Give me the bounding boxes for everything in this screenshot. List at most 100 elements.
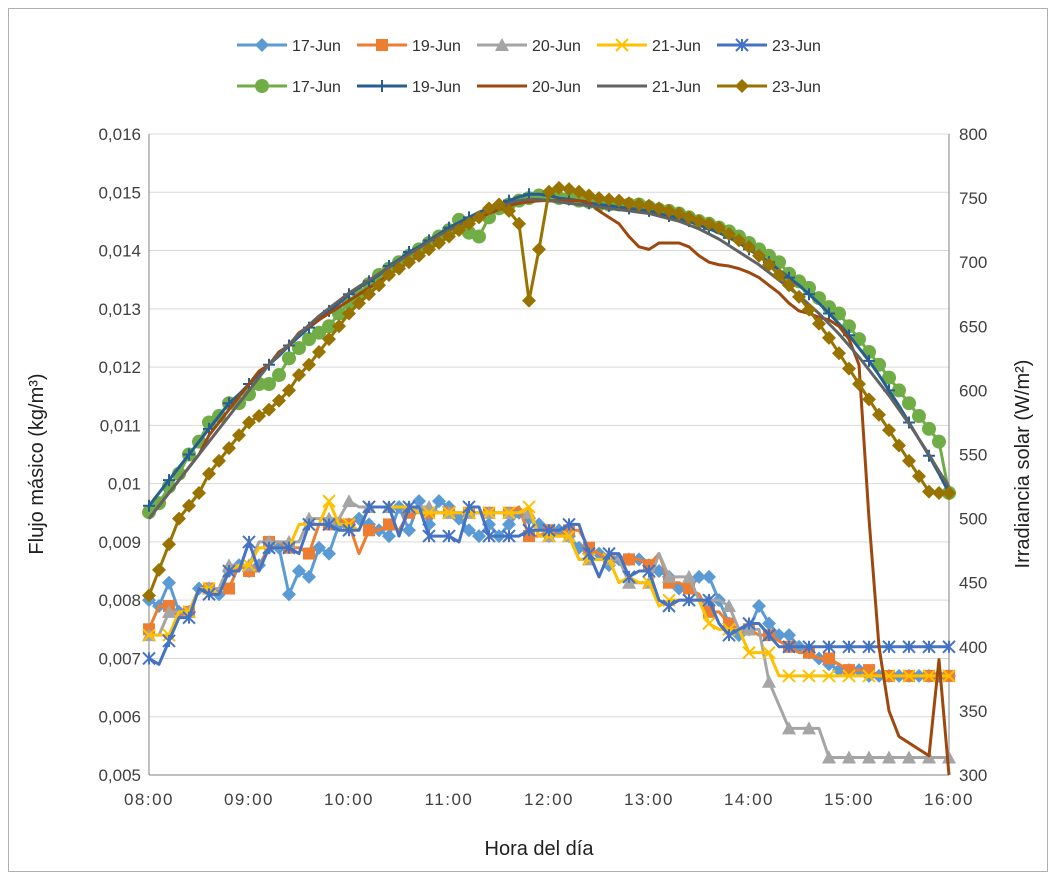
legend-marker (735, 79, 749, 93)
series-layer (142, 180, 956, 776)
legend-label: 19-Jun (412, 79, 461, 96)
y-right-tick-label: 600 (959, 381, 987, 400)
data-point (302, 357, 316, 372)
data-point (542, 523, 556, 537)
data-point (432, 235, 446, 250)
series-line (147, 192, 951, 507)
data-point (842, 361, 856, 376)
data-point (342, 494, 356, 508)
data-point (842, 640, 856, 654)
x-tick-label: 10:00 (324, 790, 374, 809)
data-point (762, 616, 776, 631)
legend-item: 20-Jun (477, 79, 581, 96)
data-point (822, 750, 836, 764)
data-point (822, 330, 836, 345)
legend-label: 20-Jun (532, 38, 581, 55)
data-point (562, 182, 576, 197)
data-point (362, 287, 376, 302)
y-axis-left-title: Flujo másico (kg/m³) (26, 373, 48, 554)
data-point (902, 750, 916, 764)
data-point (242, 535, 256, 549)
series-mass-flow-4 (142, 500, 956, 666)
data-point (782, 721, 796, 735)
data-point (312, 344, 326, 359)
data-point (202, 587, 216, 602)
data-point (422, 242, 436, 257)
data-point (762, 674, 776, 688)
data-point (722, 226, 736, 241)
x-axis-title: Hora del día (485, 838, 595, 860)
data-point (802, 640, 816, 654)
x-tick-label: 15:00 (824, 790, 874, 809)
data-point (442, 506, 456, 520)
y-left-tick-label: 0,014 (98, 242, 141, 261)
legend-label: 17-Jun (292, 38, 341, 55)
data-point (392, 261, 406, 276)
data-point (802, 669, 816, 683)
x-tick-label: 09:00 (224, 790, 274, 809)
y-right-tick-label: 400 (959, 638, 987, 657)
data-point (632, 197, 646, 212)
data-point (262, 541, 276, 555)
data-point (362, 500, 376, 514)
data-point (662, 203, 676, 218)
data-point (702, 569, 716, 584)
data-point (622, 196, 636, 211)
data-point (752, 248, 766, 263)
data-point (832, 346, 846, 361)
data-point (302, 569, 316, 584)
data-point (162, 604, 176, 618)
data-point (322, 517, 336, 532)
chart-frame: 0,005 0,006 0,007 0,008 0,009 0,01 0,011 0,012 0… (8, 8, 1048, 872)
legend-label: 21-Jun (652, 79, 701, 96)
legend-marker (376, 39, 388, 51)
left-tick-labels: 0,005 0,006 0,007 0,008 0,009 0,01 0,011 0,012 0… (98, 125, 141, 785)
chart-svg: 0,005 0,006 0,007 0,008 0,009 0,01 0,011 0,012 0… (26, 38, 1034, 860)
data-point (892, 438, 906, 453)
data-point (452, 223, 466, 238)
data-point (402, 500, 416, 514)
x-tick-label: 13:00 (624, 790, 674, 809)
data-point (942, 640, 956, 654)
data-point (902, 396, 916, 411)
data-point (752, 599, 766, 614)
data-point (652, 201, 666, 216)
data-point (742, 239, 756, 254)
data-point (222, 441, 236, 456)
right-tick-labels: 300 350 400 450 500 550 600 650 700 750 800 (959, 125, 987, 785)
series-irradiance-3 (147, 197, 951, 520)
data-point (772, 268, 786, 283)
data-point (502, 517, 516, 532)
data-point (223, 582, 235, 595)
data-point (692, 214, 706, 229)
data-point (352, 296, 366, 311)
data-point (922, 640, 936, 654)
data-point (282, 351, 296, 366)
data-point (823, 652, 835, 665)
data-point (482, 529, 496, 543)
legend-label: 23-Jun (772, 38, 821, 55)
data-point (942, 485, 956, 500)
y-right-tick-label: 750 (959, 189, 987, 208)
data-point (202, 466, 216, 481)
data-point (472, 210, 486, 225)
data-point (192, 485, 206, 500)
legend-marker (255, 79, 269, 93)
data-point (342, 306, 356, 321)
legend-marker (376, 80, 388, 92)
x-tick-label: 14:00 (724, 790, 774, 809)
data-point (862, 750, 876, 764)
data-point (562, 517, 576, 532)
data-point (312, 325, 326, 340)
data-point (342, 523, 356, 537)
series-irradiance-4 (142, 180, 956, 603)
data-point (882, 750, 896, 764)
y-right-tick-label: 450 (959, 574, 987, 593)
data-point (642, 564, 656, 578)
legend-label: 17-Jun (292, 79, 341, 96)
data-point (143, 499, 155, 512)
x-tick-labels: 08:00 09:00 10:00 11:00 12:00 13:00 14:00 15:00… (124, 790, 973, 809)
y-axis-right-title: Irradiancia solar (W/m²) (1012, 360, 1034, 569)
data-point (922, 669, 936, 683)
y-left-tick-label: 0,007 (98, 649, 141, 668)
